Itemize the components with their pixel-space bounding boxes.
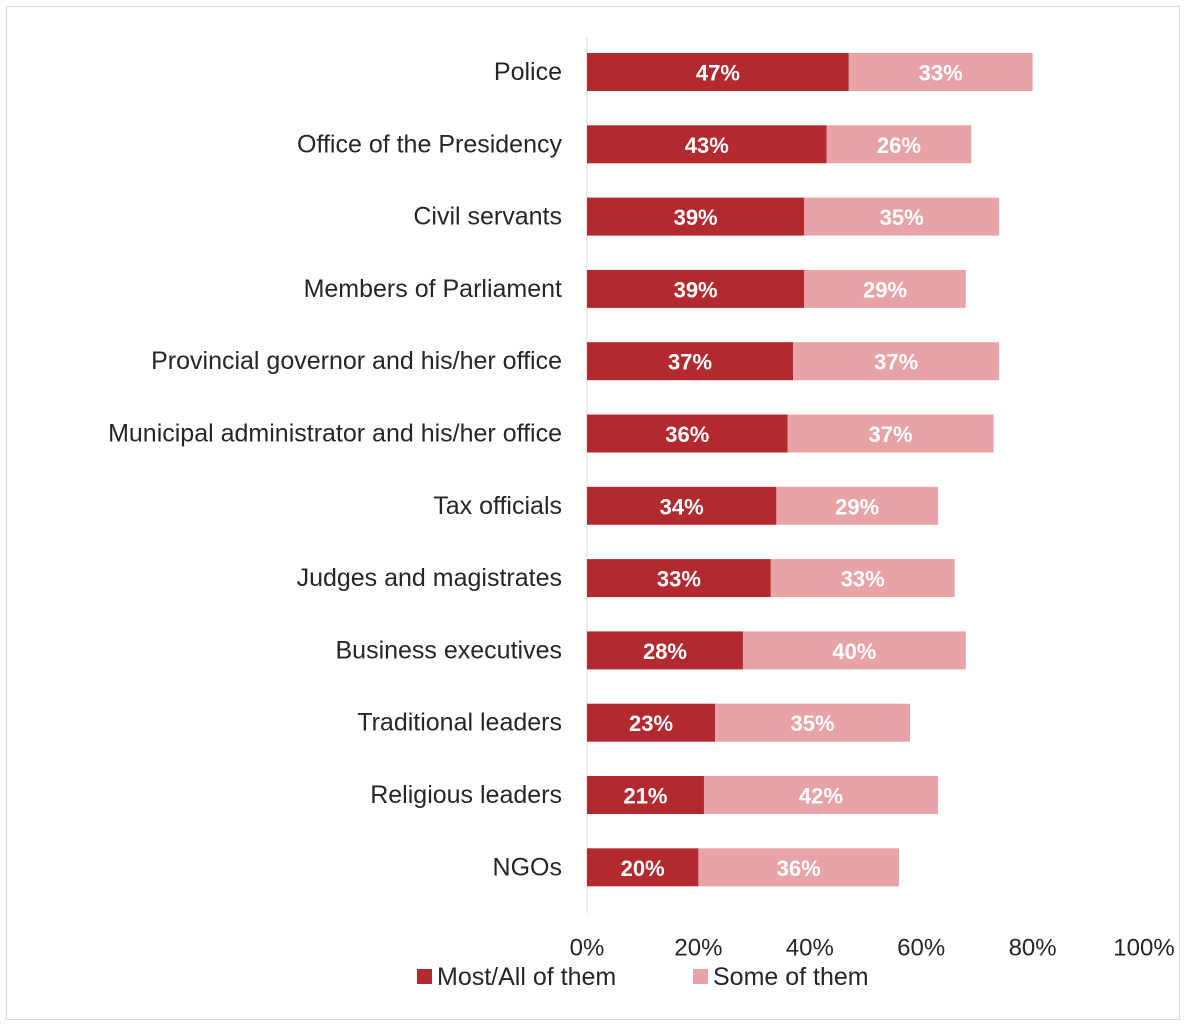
bar-segment bbox=[776, 486, 938, 525]
data-label: 33% bbox=[841, 567, 885, 592]
x-tick-label: 20% bbox=[674, 935, 722, 962]
data-label: 35% bbox=[880, 205, 924, 230]
data-label: 29% bbox=[863, 277, 907, 302]
x-tick-label: 40% bbox=[786, 935, 834, 962]
legend-swatch bbox=[417, 969, 432, 984]
data-label: 26% bbox=[877, 133, 921, 158]
bar-segment bbox=[587, 486, 777, 525]
data-label: 23% bbox=[629, 711, 673, 736]
bar-segment bbox=[770, 559, 955, 598]
category-label: Judges and magistrates bbox=[297, 564, 562, 592]
x-tick-label: 100% bbox=[1113, 935, 1174, 962]
bar-segment bbox=[804, 269, 966, 308]
data-label: 37% bbox=[668, 350, 712, 375]
category-label: Civil servants bbox=[413, 203, 562, 231]
x-tick-label: 80% bbox=[1009, 935, 1057, 962]
data-label: 43% bbox=[685, 133, 729, 158]
category-label: Members of Parliament bbox=[304, 275, 562, 303]
chart-frame bbox=[6, 6, 1180, 1020]
data-label: 36% bbox=[777, 856, 821, 881]
bar-segment bbox=[698, 848, 899, 887]
data-label: 29% bbox=[835, 494, 879, 519]
data-label: 37% bbox=[869, 422, 913, 447]
bar-segment bbox=[793, 342, 1000, 381]
category-label: NGOs bbox=[493, 853, 562, 881]
data-label: 37% bbox=[874, 350, 918, 375]
data-label: 20% bbox=[621, 856, 665, 881]
data-label: 40% bbox=[832, 639, 876, 664]
bar-segment bbox=[787, 414, 994, 453]
bar-segment bbox=[715, 703, 911, 742]
category-label: Provincial governor and his/her office bbox=[151, 347, 562, 375]
data-label: 28% bbox=[643, 639, 687, 664]
legend-label: Some of them bbox=[713, 963, 869, 991]
category-label: Police bbox=[494, 58, 562, 86]
bar-segment bbox=[587, 342, 794, 381]
bar-segment bbox=[703, 776, 938, 814]
bar-segment bbox=[587, 631, 743, 670]
bar-segment bbox=[587, 703, 716, 742]
bar-segment bbox=[587, 125, 827, 164]
category-label: Office of the Presidency bbox=[297, 130, 562, 158]
bar-segment bbox=[587, 414, 788, 453]
data-label: 33% bbox=[919, 61, 963, 86]
bar-segment bbox=[587, 269, 805, 308]
category-label: Traditional leaders bbox=[357, 709, 562, 737]
data-label: 47% bbox=[696, 61, 740, 86]
bar-segment bbox=[742, 631, 966, 670]
data-label: 34% bbox=[660, 494, 704, 519]
data-label: 42% bbox=[799, 784, 843, 809]
category-label: Religious leaders bbox=[370, 781, 562, 809]
x-tick-label: 0% bbox=[570, 935, 605, 962]
category-label: Municipal administrator and his/her offi… bbox=[108, 420, 562, 448]
data-label: 21% bbox=[623, 784, 667, 809]
bar-segment bbox=[848, 53, 1033, 91]
category-label: Tax officials bbox=[433, 492, 562, 520]
data-label: 39% bbox=[674, 277, 718, 302]
bar-segment bbox=[587, 53, 849, 91]
data-label: 35% bbox=[791, 711, 835, 736]
bar-segment bbox=[587, 776, 704, 814]
data-label: 33% bbox=[657, 567, 701, 592]
bar-segment bbox=[804, 197, 1000, 236]
legend-label: Most/All of them bbox=[437, 963, 616, 991]
x-tick-label: 60% bbox=[897, 935, 945, 962]
legend-swatch bbox=[693, 969, 708, 984]
bar-segment bbox=[826, 125, 972, 164]
bar-segment bbox=[587, 848, 699, 887]
bar-segment bbox=[587, 559, 771, 598]
data-label: 36% bbox=[665, 422, 709, 447]
bar-segment bbox=[587, 197, 805, 236]
category-label: Business executives bbox=[335, 636, 562, 664]
data-label: 39% bbox=[674, 205, 718, 230]
